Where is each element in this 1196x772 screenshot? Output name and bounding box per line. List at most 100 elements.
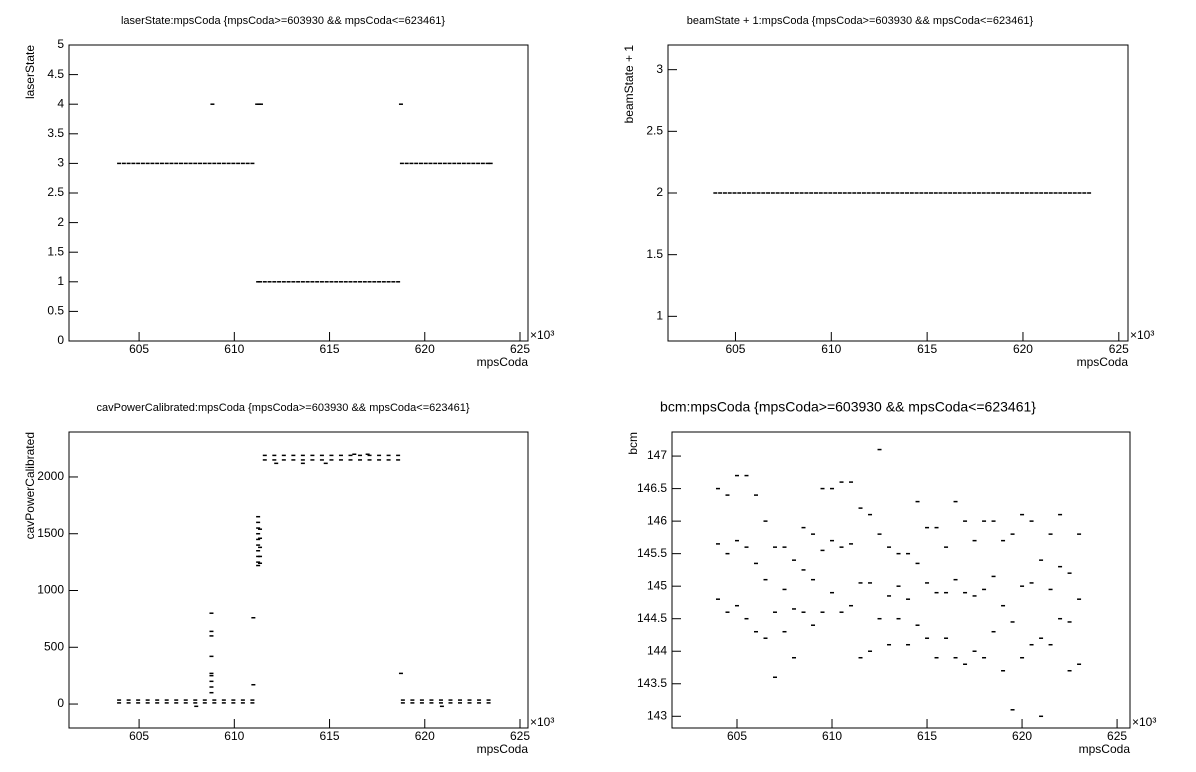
- y-tick-label: 146.5: [637, 481, 667, 495]
- point: [217, 162, 222, 165]
- point: [871, 192, 876, 194]
- point: [944, 637, 949, 639]
- point: [858, 582, 863, 584]
- x-tick-label: 605: [725, 342, 745, 356]
- point: [1034, 192, 1039, 194]
- point: [319, 281, 324, 283]
- point: [267, 281, 272, 283]
- point: [126, 699, 131, 701]
- x-tick-label: 620: [1012, 729, 1032, 743]
- point: [150, 162, 155, 165]
- point: [823, 192, 828, 194]
- point: [488, 162, 493, 165]
- point: [145, 702, 150, 704]
- point: [756, 192, 761, 194]
- point: [250, 702, 255, 704]
- point: [785, 192, 790, 194]
- point: [348, 281, 353, 283]
- point: [820, 611, 825, 613]
- point: [925, 526, 930, 529]
- x-exponent: ×10³: [530, 715, 554, 729]
- point: [256, 538, 261, 541]
- point: [209, 680, 214, 683]
- point: [209, 612, 214, 614]
- point: [221, 702, 226, 704]
- point: [839, 546, 844, 548]
- point: [1067, 621, 1072, 623]
- point: [121, 162, 126, 165]
- point: [207, 162, 212, 165]
- point: [861, 192, 866, 194]
- point: [742, 192, 747, 194]
- point: [839, 611, 844, 613]
- point: [423, 162, 428, 165]
- y-tick-label: 1500: [37, 526, 64, 540]
- point: [953, 656, 958, 659]
- point: [828, 192, 833, 194]
- point: [876, 192, 881, 194]
- point: [1020, 585, 1025, 587]
- point: [1072, 192, 1077, 194]
- point: [868, 650, 873, 652]
- point: [209, 691, 214, 694]
- point: [1029, 643, 1034, 646]
- point: [1029, 192, 1034, 194]
- point: [770, 192, 775, 194]
- point: [324, 281, 329, 283]
- point: [801, 569, 806, 571]
- chart-title: bcm:mpsCoda {mpsCoda>=603930 && mpsCoda<…: [660, 399, 1036, 415]
- point: [925, 637, 930, 639]
- x-axis-label: mpsCoda: [477, 742, 529, 756]
- y-tick-label: 0: [57, 333, 64, 347]
- y-axis-label: beamState + 1: [622, 45, 636, 124]
- point: [763, 520, 768, 522]
- y-axis-label: laserState: [23, 45, 37, 99]
- point: [734, 604, 739, 607]
- point: [804, 192, 809, 194]
- point: [209, 635, 214, 637]
- point: [164, 162, 169, 165]
- point: [1058, 617, 1063, 620]
- point: [877, 448, 882, 451]
- x-tick-label: 605: [129, 342, 149, 356]
- point: [924, 192, 929, 194]
- point: [319, 454, 324, 457]
- point: [982, 520, 987, 522]
- point: [906, 643, 911, 646]
- point: [982, 656, 987, 659]
- point: [909, 192, 914, 194]
- point: [734, 539, 739, 542]
- x-tick-label: 625: [1109, 342, 1129, 356]
- point: [245, 162, 250, 165]
- point: [381, 281, 386, 283]
- point: [830, 539, 835, 542]
- point: [174, 162, 179, 165]
- point: [410, 699, 415, 701]
- point: [305, 281, 310, 283]
- point: [1010, 192, 1015, 194]
- point: [830, 487, 835, 490]
- point: [277, 281, 282, 283]
- y-tick-label: 2: [57, 215, 64, 229]
- point: [811, 578, 816, 581]
- point: [221, 162, 226, 165]
- point: [944, 546, 949, 548]
- point: [256, 550, 261, 552]
- point: [194, 705, 199, 708]
- point: [972, 192, 977, 194]
- point: [136, 702, 141, 704]
- point: [761, 192, 766, 194]
- point: [145, 699, 150, 701]
- point: [486, 702, 491, 704]
- point: [281, 281, 286, 283]
- point: [782, 546, 787, 548]
- point: [198, 162, 203, 165]
- point: [174, 702, 179, 704]
- point: [818, 192, 823, 194]
- point: [1039, 715, 1044, 718]
- point: [753, 562, 758, 565]
- x-tick-label: 620: [1013, 342, 1033, 356]
- point: [212, 699, 217, 701]
- point: [1058, 565, 1063, 568]
- y-axis-label: cavPowerCalibrated: [23, 432, 37, 539]
